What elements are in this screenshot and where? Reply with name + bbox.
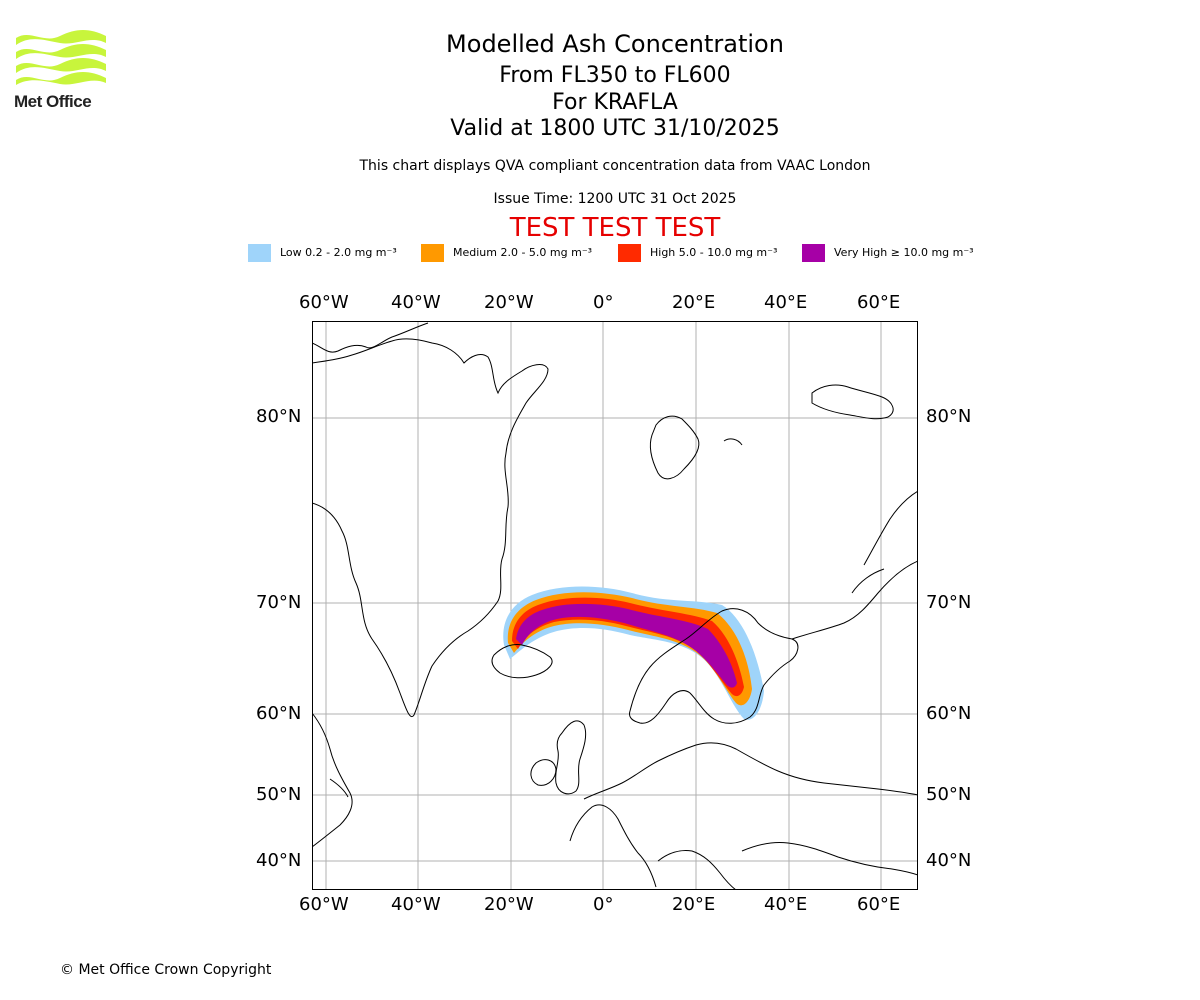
novaya-zemlya-coast	[863, 490, 918, 566]
coastlines	[312, 322, 918, 890]
lon-label-bottom-40w: 40°W	[391, 894, 441, 915]
legend-swatch-high	[618, 244, 641, 262]
lat-label-left-60n: 60°N	[256, 703, 302, 724]
legend-swatch-medium	[421, 244, 444, 262]
legend-label-low: Low 0.2 - 2.0 mg m⁻³	[280, 246, 397, 259]
iceland-coast	[491, 644, 553, 679]
lon-label-top-0: 0°	[593, 292, 614, 313]
legend-swatch-very-high	[802, 244, 825, 262]
lon-label-top-60w: 60°W	[299, 292, 349, 313]
legend-swatch-low	[248, 244, 271, 262]
lat-label-right-50n: 50°N	[926, 784, 972, 805]
lat-label-right-70n: 70°N	[926, 592, 972, 613]
lat-label-right-40n: 40°N	[926, 850, 972, 871]
ash-plume	[503, 586, 764, 720]
labrador-coast	[312, 712, 353, 848]
lon-label-bottom-60w: 60°W	[299, 894, 349, 915]
lon-label-top-60e: 60°E	[857, 292, 901, 313]
svalbard-coast	[649, 415, 700, 480]
lat-label-right-60n: 60°N	[926, 703, 972, 724]
lat-label-left-70n: 70°N	[256, 592, 302, 613]
lat-label-right-80n: 80°N	[926, 406, 972, 427]
lat-label-left-50n: 50°N	[256, 784, 302, 805]
lat-label-left-40n: 40°N	[256, 850, 302, 871]
test-banner: TEST TEST TEST	[509, 213, 721, 243]
met-office-logo: Met Office	[14, 30, 108, 112]
scandinavia-coast	[629, 608, 799, 724]
greenland-coast	[312, 338, 549, 717]
lon-label-bottom-40e: 40°E	[764, 894, 808, 915]
canada-arctic-coast	[312, 322, 429, 353]
met-office-wave-icon	[16, 30, 106, 85]
chart-title: Modelled Ash Concentration	[446, 30, 784, 58]
lon-label-bottom-20e: 20°E	[672, 894, 716, 915]
lon-label-bottom-0: 0°	[593, 894, 614, 915]
lon-label-bottom-20w: 20°W	[484, 894, 534, 915]
ash-map	[312, 321, 918, 890]
chart-description: This chart displays QVA compliant concen…	[359, 158, 871, 174]
logo-text: Met Office	[14, 92, 92, 111]
lon-label-top-40w: 40°W	[391, 292, 441, 313]
ireland-coast	[530, 759, 557, 786]
lon-label-top-20w: 20°W	[484, 292, 534, 313]
lon-label-top-20e: 20°E	[672, 292, 716, 313]
issue-time: Issue Time: 1200 UTC 31 Oct 2025	[493, 191, 737, 207]
concentration-legend: Low 0.2 - 2.0 mg m⁻³ Medium 2.0 - 5.0 mg…	[0, 244, 1200, 264]
russia-north-coast	[791, 560, 918, 640]
map-canvas	[312, 321, 918, 890]
franz-josef-coast	[811, 384, 894, 420]
lon-label-top-40e: 40°E	[764, 292, 808, 313]
britain-coast	[555, 720, 587, 795]
legend-label-medium: Medium 2.0 - 5.0 mg m⁻³	[453, 246, 593, 259]
legend-label-high: High 5.0 - 10.0 mg m⁻³	[650, 246, 778, 259]
volcano-name: For KRAFLA	[552, 90, 678, 115]
copyright-text: © Met Office Crown Copyright	[60, 962, 272, 978]
lat-label-left-80n: 80°N	[256, 406, 302, 427]
lon-label-bottom-60e: 60°E	[857, 894, 901, 915]
valid-time: Valid at 1800 UTC 31/10/2025	[450, 116, 780, 141]
flight-level-range: From FL350 to FL600	[499, 63, 731, 88]
europe-coast	[583, 742, 918, 800]
legend-label-very-high: Very High ≥ 10.0 mg m⁻³	[834, 246, 974, 259]
ash-very-high-layer	[516, 603, 737, 688]
